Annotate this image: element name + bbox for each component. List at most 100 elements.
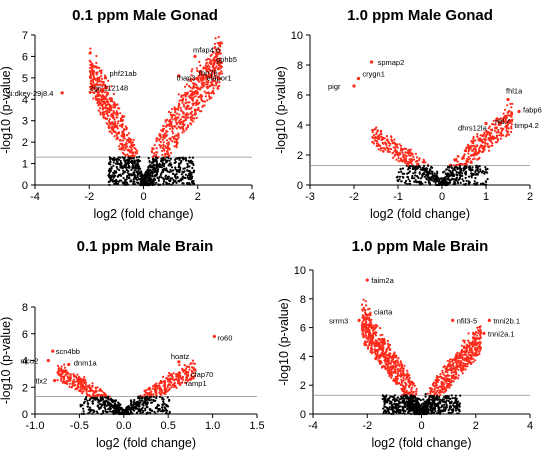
significant-point: [408, 380, 411, 383]
significant-point: [143, 393, 146, 396]
significant-point: [200, 97, 203, 100]
significant-point: [99, 388, 102, 391]
significant-point: [168, 148, 171, 151]
significant-point: [217, 87, 220, 90]
significant-point: [147, 392, 150, 395]
significant-point: [208, 97, 211, 101]
nonsignificant-point: [427, 164, 430, 167]
nonsignificant-point: [137, 163, 140, 166]
significant-point: [372, 342, 376, 345]
nonsignificant-point: [177, 179, 180, 183]
nonsignificant-point: [447, 181, 450, 184]
significant-point: [71, 382, 74, 385]
significant-point: [177, 104, 180, 107]
y-axis-label: -log10 (p-value): [0, 317, 13, 405]
nonsignificant-point: [434, 179, 437, 182]
significant-point: [111, 125, 114, 128]
nonsignificant-point: [153, 183, 157, 186]
significant-point: [165, 377, 168, 380]
significant-point: [401, 151, 404, 154]
y-tick-label: 4: [300, 351, 306, 363]
significant-point: [107, 103, 110, 106]
nonsignificant-point: [147, 170, 150, 173]
significant-point: [490, 144, 493, 147]
significant-point: [82, 390, 85, 393]
significant-point: [200, 72, 203, 75]
significant-point: [185, 112, 189, 115]
significant-point: [368, 335, 371, 338]
nonsignificant-point: [156, 164, 160, 167]
significant-point: [495, 131, 498, 134]
significant-point: [506, 104, 509, 107]
significant-point: [372, 136, 375, 139]
significant-point: [463, 153, 466, 156]
nonsignificant-point: [158, 395, 162, 398]
significant-point: [104, 102, 107, 105]
nonsignificant-point: [391, 398, 395, 401]
significant-point: [145, 391, 148, 394]
significant-point: [449, 358, 452, 361]
significant-point: [219, 52, 222, 55]
nonsignificant-point: [405, 394, 408, 397]
significant-point: [479, 134, 482, 137]
significant-point: [60, 365, 63, 368]
significant-point: [90, 68, 94, 71]
significant-point: [395, 158, 398, 161]
significant-point: [116, 116, 119, 119]
significant-point: [190, 110, 194, 113]
significant-point: [110, 132, 113, 135]
significant-point: [476, 133, 479, 136]
significant-point: [381, 147, 384, 150]
nonsignificant-point: [178, 158, 181, 161]
significant-point: [212, 87, 215, 90]
y-tick-label: 2: [22, 382, 28, 394]
significant-point: [390, 374, 393, 377]
significant-point: [380, 340, 383, 344]
nonsignificant-point: [117, 401, 120, 404]
nonsignificant-point: [156, 165, 159, 169]
nonsignificant-point: [465, 179, 468, 182]
significant-point: [97, 87, 100, 90]
labeled-gene-point: [103, 76, 108, 80]
nonsignificant-point: [414, 171, 417, 174]
significant-point: [471, 141, 474, 144]
nonsignificant-point: [176, 176, 179, 179]
nonsignificant-point: [112, 401, 115, 404]
significant-point: [411, 380, 414, 383]
significant-point: [119, 112, 122, 115]
significant-point: [61, 375, 64, 378]
significant-point: [195, 116, 198, 119]
nonsignificant-point: [413, 395, 416, 399]
nonsignificant-point: [129, 156, 132, 159]
x-tick-label: -0.5: [70, 420, 89, 432]
significant-point: [112, 92, 115, 95]
significant-point: [180, 95, 183, 98]
significant-point: [203, 76, 206, 79]
significant-point: [367, 346, 370, 349]
significant-point: [181, 99, 184, 102]
nonsignificant-point: [441, 180, 444, 183]
significant-point: [166, 118, 169, 121]
nonsignificant-point: [109, 408, 112, 411]
nonsignificant-point: [132, 178, 135, 181]
significant-point: [64, 369, 67, 372]
gene-label: gphb5: [216, 55, 237, 64]
nonsignificant-point: [430, 165, 433, 169]
significant-point: [416, 163, 419, 166]
nonsignificant-point: [108, 183, 111, 186]
x-tick-label: 1.5: [249, 420, 264, 432]
significant-point: [180, 109, 183, 112]
significant-point: [91, 78, 95, 81]
significant-point: [177, 136, 180, 139]
labeled-gene-point: [67, 362, 71, 367]
significant-point: [187, 104, 190, 107]
nonsignificant-point: [112, 161, 115, 164]
nonsignificant-point: [408, 409, 411, 412]
significant-point: [219, 65, 222, 68]
significant-point: [215, 53, 218, 56]
nonsignificant-point: [138, 395, 141, 398]
significant-point: [214, 72, 217, 75]
significant-point: [361, 309, 364, 312]
significant-point: [113, 126, 116, 129]
